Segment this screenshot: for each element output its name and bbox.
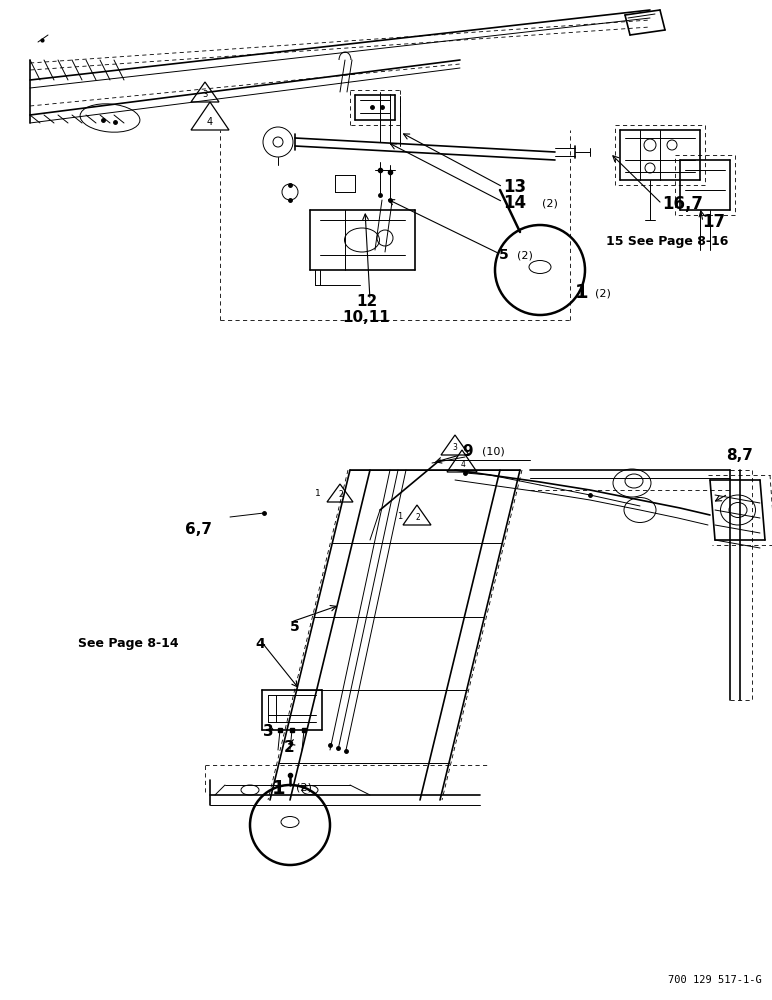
Text: 1: 1 — [272, 778, 286, 798]
Text: 1: 1 — [315, 489, 321, 498]
Text: 3: 3 — [452, 443, 458, 452]
Text: 3: 3 — [263, 724, 273, 740]
Text: 6,7: 6,7 — [185, 522, 212, 538]
Text: 17: 17 — [702, 213, 725, 231]
Text: 12: 12 — [356, 294, 378, 308]
Text: (2): (2) — [517, 250, 533, 260]
Text: See Page 8-14: See Page 8-14 — [78, 638, 178, 650]
Text: (2): (2) — [542, 198, 558, 208]
Text: 15 See Page 8-16: 15 See Page 8-16 — [606, 234, 728, 247]
Text: 5: 5 — [290, 620, 300, 634]
Text: 1: 1 — [398, 512, 403, 521]
Text: 9: 9 — [462, 444, 472, 460]
Text: 4: 4 — [207, 117, 213, 127]
Text: 1: 1 — [575, 284, 588, 302]
Text: 16,7: 16,7 — [662, 195, 703, 213]
Text: 8,7: 8,7 — [726, 448, 753, 464]
Text: 10,11: 10,11 — [342, 310, 390, 326]
Text: 13: 13 — [503, 178, 527, 196]
Text: 2: 2 — [415, 513, 421, 522]
Text: 700 129 517-1-G: 700 129 517-1-G — [669, 975, 762, 985]
Text: (10): (10) — [482, 447, 505, 457]
Text: (2): (2) — [296, 783, 312, 793]
Text: 4: 4 — [461, 460, 466, 469]
Text: (2): (2) — [595, 288, 611, 298]
Text: 3: 3 — [202, 90, 208, 99]
Text: 2: 2 — [339, 490, 344, 499]
Text: 14: 14 — [503, 194, 527, 212]
Text: 4: 4 — [255, 637, 265, 651]
Text: 5: 5 — [499, 248, 509, 262]
Text: 2: 2 — [284, 740, 295, 756]
